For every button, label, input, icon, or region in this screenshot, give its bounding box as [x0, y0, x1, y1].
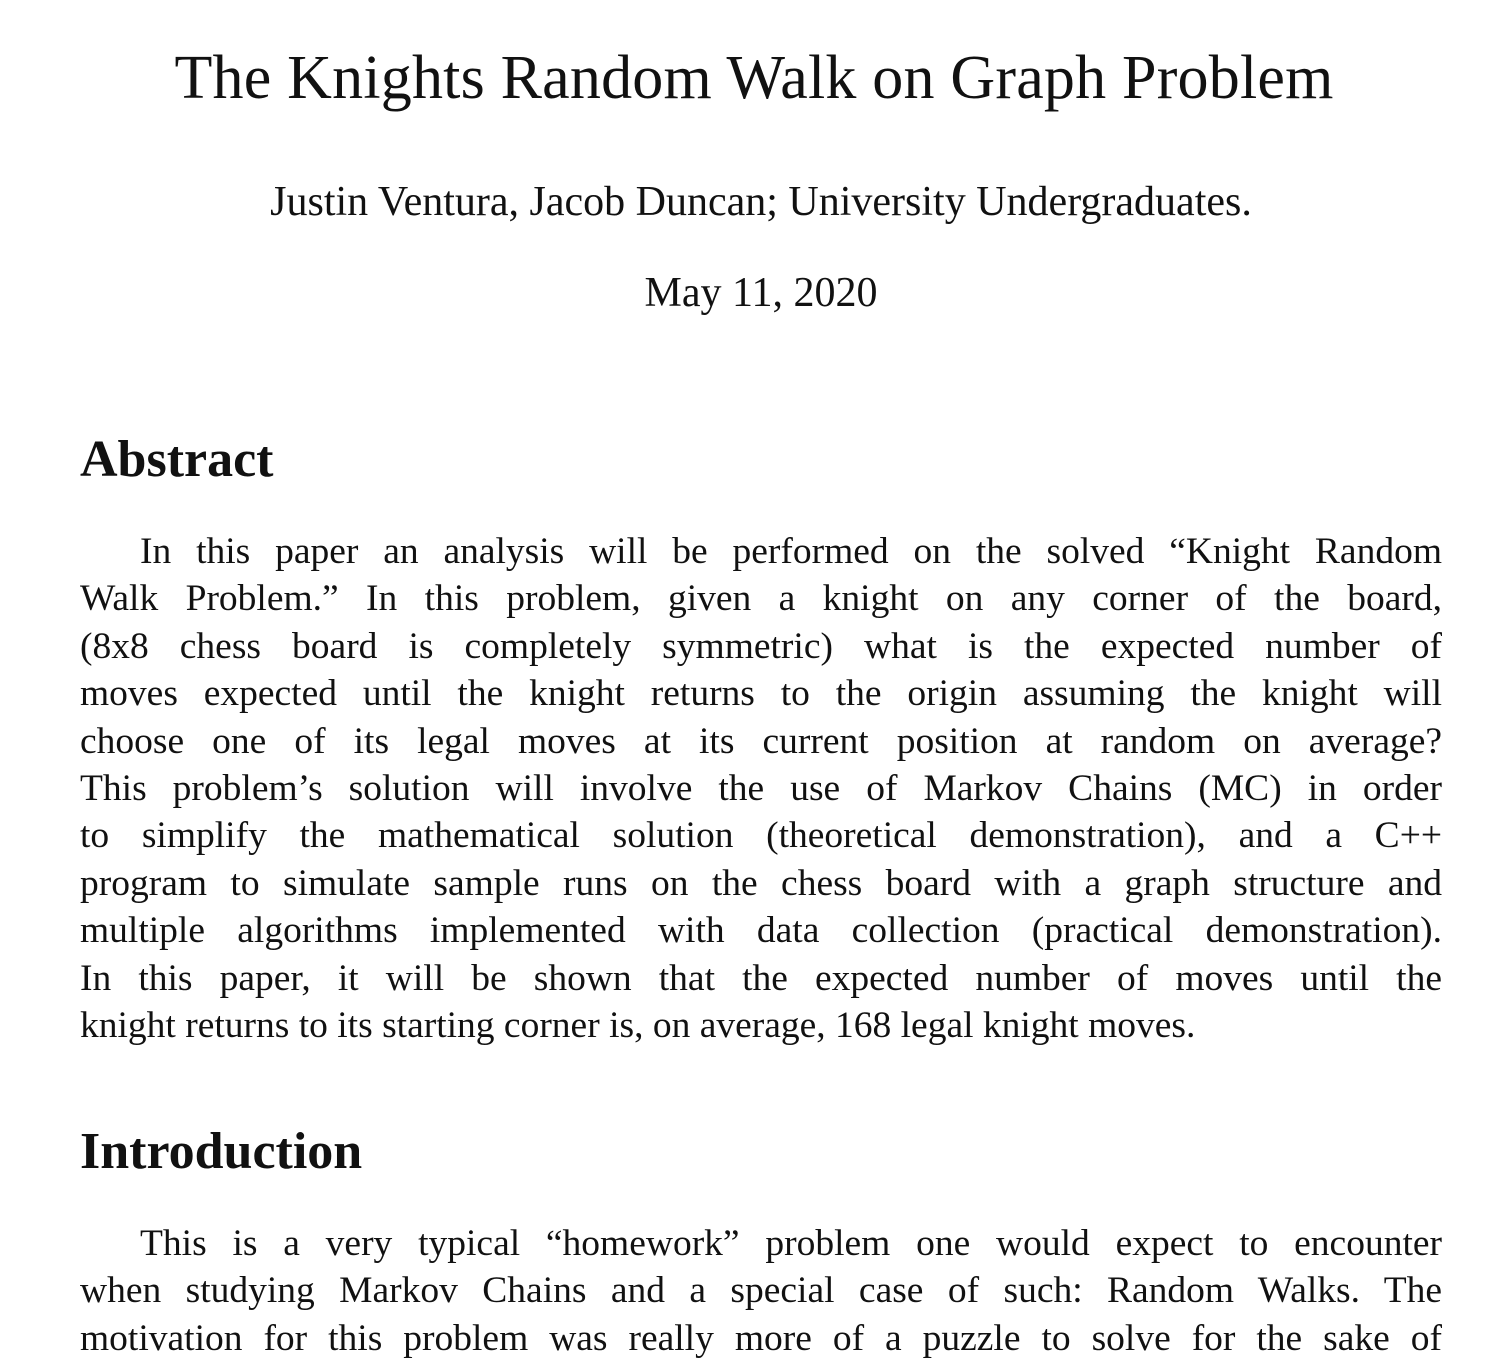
introduction-line: when studying Markov Chains and a specia…	[80, 1270, 1442, 1312]
abstract-line: multiple algorithms implemented with dat…	[80, 910, 1442, 952]
abstract-line: moves expected until the knight returns …	[80, 673, 1442, 715]
introduction-paragraph: This is a very typical “homework” proble…	[80, 1220, 1442, 1362]
abstract-line: This problem’s solution will involve the…	[80, 767, 1442, 809]
abstract-heading: Abstract	[80, 431, 274, 488]
abstract-paragraph: In this paper an analysis will be perfor…	[80, 528, 1442, 1049]
abstract-line: knight returns to its starting corner is…	[80, 1004, 1196, 1046]
abstract-line: In this paper, it will be shown that the…	[80, 957, 1442, 999]
abstract-line: program to simulate sample runs on the c…	[80, 862, 1442, 904]
abstract-line: choose one of its legal moves at its cur…	[80, 720, 1442, 762]
abstract-line: to simplify the mathematical solution (t…	[80, 815, 1442, 857]
abstract-line: Walk Problem.” In this problem, given a …	[80, 578, 1442, 620]
introduction-line: motivation for this problem was really m…	[80, 1317, 1442, 1359]
introduction-heading: Introduction	[80, 1123, 363, 1180]
abstract-line: (8x8 chess board is completely symmetric…	[80, 625, 1442, 667]
paper-authors: Justin Ventura, Jacob Duncan; University…	[270, 179, 1252, 225]
paper-date: May 11, 2020	[644, 270, 878, 316]
abstract-line: In this paper an analysis will be perfor…	[140, 531, 1442, 572]
paper-title: The Knights Random Walk on Graph Problem	[174, 44, 1334, 112]
introduction-line: This is a very typical “homework” proble…	[140, 1223, 1442, 1264]
